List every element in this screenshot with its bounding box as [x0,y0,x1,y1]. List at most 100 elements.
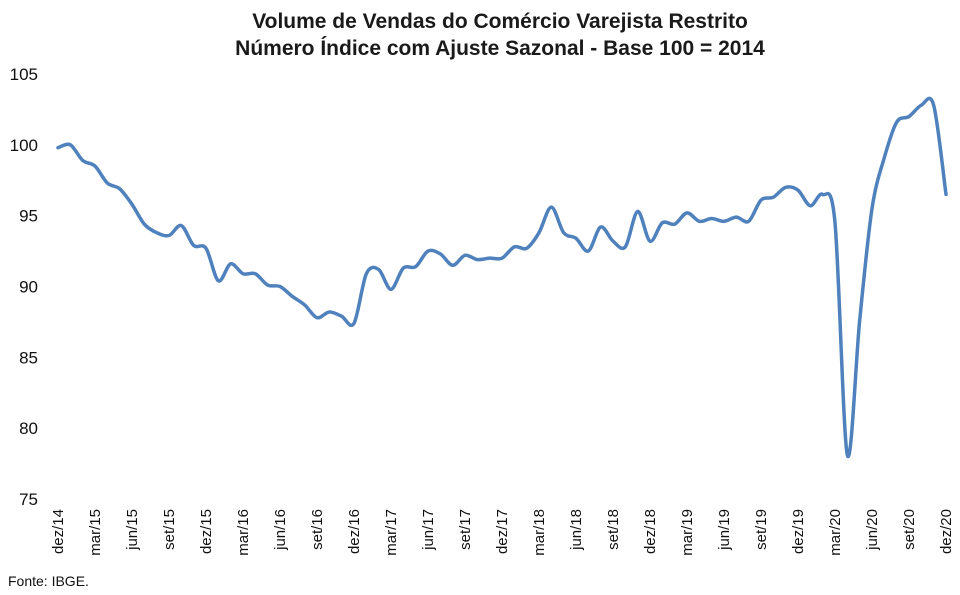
data-point [451,263,455,267]
x-tick-label: jun/19 [716,509,733,551]
data-point [919,103,923,107]
x-tick-label: set/15 [161,509,178,550]
data-point [438,252,442,256]
x-tick-label: jun/17 [420,509,437,551]
y-tick-label: 95 [19,207,38,226]
data-point [821,192,825,196]
series-line [56,96,948,459]
x-tick-label: dez/14 [50,509,67,554]
data-point [870,207,874,211]
data-point [352,321,356,325]
y-tick-label: 75 [19,490,38,509]
data-point [167,234,171,238]
data-point [747,219,751,223]
data-point [697,219,701,223]
data-point [192,243,196,247]
y-tick-label: 90 [19,278,38,297]
data-point [895,120,899,124]
data-point [315,316,319,320]
data-point [562,231,566,235]
data-point [488,256,492,260]
data-point [574,236,578,240]
source-note: Fonte: IBGE. [8,573,89,589]
data-point [796,188,800,192]
data-point [623,245,627,249]
data-point [784,185,788,189]
x-tick-label: set/20 [901,509,918,550]
data-point [56,146,60,150]
data-point [722,219,726,223]
x-tick-label: jun/18 [568,509,585,551]
chart-title: Volume de Vendas do Comércio Varejista R… [252,10,748,33]
data-point [93,164,97,168]
data-point [463,253,467,257]
data-point [105,181,109,185]
data-point [426,249,430,253]
data-point [278,285,282,289]
data-point [710,217,714,221]
data-point [216,279,220,283]
data-point [882,156,886,160]
data-point [907,115,911,119]
x-tick-label: dez/20 [938,509,955,554]
data-point [204,246,208,250]
data-point [155,231,159,235]
data-point [611,239,615,243]
x-tick-label: set/18 [605,509,622,550]
x-tick-label: mar/17 [383,509,400,556]
data-point [500,256,504,260]
y-tick-label: 85 [19,348,38,367]
data-point [759,198,763,202]
data-point [944,192,948,196]
data-point [68,143,72,147]
x-tick-label: jun/16 [272,509,289,551]
x-tick-label: jun/15 [124,509,141,551]
data-point [142,222,146,226]
y-axis: 75 80 85 90 95 100 105 [10,65,38,509]
x-tick-label: dez/19 [790,509,807,554]
data-point [673,222,677,226]
x-tick-label: mar/16 [235,509,252,556]
data-point [266,283,270,287]
data-point [845,453,849,457]
data-point [81,158,85,162]
data-point [414,265,418,269]
data-point [253,272,257,276]
x-tick-label: set/17 [457,509,474,550]
x-tick-label: set/19 [753,509,770,550]
x-tick-label: mar/19 [679,509,696,556]
data-point [808,204,812,208]
x-tick-label: dez/15 [198,509,215,554]
data-point [389,287,393,291]
data-point [660,221,664,225]
data-point [327,310,331,314]
x-tick-label: mar/20 [827,509,844,556]
series-layer [56,96,948,459]
data-point [537,231,541,235]
data-point [229,262,233,266]
data-point [525,246,529,250]
data-point [858,319,862,323]
y-tick-label: 105 [10,65,38,84]
data-point [303,303,307,307]
data-point [586,249,590,253]
data-point [685,211,689,215]
y-tick-label: 100 [10,136,38,155]
data-point [475,258,479,262]
data-point [932,103,936,107]
data-point [599,225,603,229]
x-tick-label: set/16 [309,509,326,550]
y-tick-label: 80 [19,419,38,438]
data-point [340,314,344,318]
chart-subtitle: Número Índice com Ajuste Sazonal - Base … [235,37,765,60]
data-point [401,266,405,270]
data-point [130,202,134,206]
x-tick-label: dez/16 [346,509,363,554]
x-tick-label: dez/17 [494,509,511,554]
x-tick-label: mar/15 [87,509,104,556]
data-point [364,272,368,276]
data-point [290,294,294,298]
data-point [771,195,775,199]
data-point [648,239,652,243]
